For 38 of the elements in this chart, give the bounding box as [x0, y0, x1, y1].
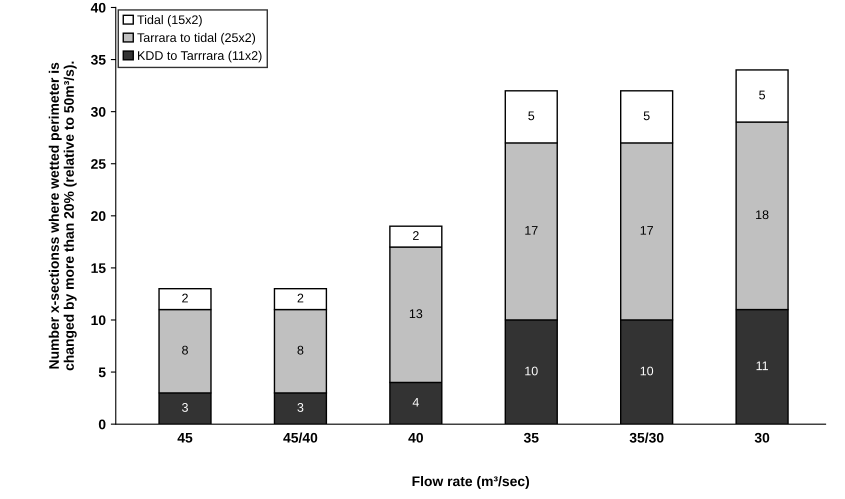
data-label: 4	[412, 398, 419, 407]
data-label: 10	[640, 366, 654, 376]
legend-label: KDD to Tarrrara (11x2)	[138, 50, 262, 62]
y-tick-label: 30	[90, 106, 106, 117]
y-tick-label: 35	[90, 54, 106, 65]
data-label: 10	[525, 366, 538, 376]
data-label: 17	[640, 226, 653, 235]
data-label: 2	[412, 231, 419, 240]
x-tick-label: 30	[754, 432, 770, 443]
y-tick-label: 10	[91, 315, 106, 326]
y-axis-title: Number x-sectionss where wetted perimeter is changed by more than 20% (relative to 50m³/s).	[48, 62, 77, 370]
data-label: 18	[756, 210, 768, 220]
data-label: 2	[298, 294, 304, 302]
x-tick-label: 45	[178, 432, 192, 443]
data-label: 3	[182, 403, 188, 412]
data-label: 5	[759, 90, 766, 100]
data-label: 8	[297, 346, 304, 355]
legend-label: Tidal (15x2)	[137, 14, 202, 27]
y-tick-label: 0	[98, 419, 106, 430]
y-tick-label: 40	[90, 2, 106, 13]
x-tick-label: 35	[524, 432, 539, 443]
legend-label: Tarrara to tidal (25x2)	[137, 32, 256, 45]
y-tick-label: 20	[91, 211, 106, 221]
y-tick-label: 15	[91, 263, 106, 274]
data-label: 5	[528, 111, 534, 120]
data-label: 13	[410, 309, 422, 318]
y-tick-label: 25	[91, 159, 106, 169]
data-label: 17	[525, 226, 538, 235]
data-label: 2	[182, 294, 188, 302]
data-label: 11	[756, 361, 768, 370]
data-label: 5	[644, 111, 650, 120]
data-label: 8	[182, 346, 188, 355]
x-tick-label: 45/40	[283, 432, 318, 443]
x-tick-label: 40	[408, 432, 423, 443]
x-tick-label: 35/30	[630, 432, 664, 443]
y-tick-label: 5	[98, 368, 106, 378]
x-axis-title: Flow rate (m³/sec)	[412, 476, 530, 489]
data-label: 3	[297, 403, 304, 412]
